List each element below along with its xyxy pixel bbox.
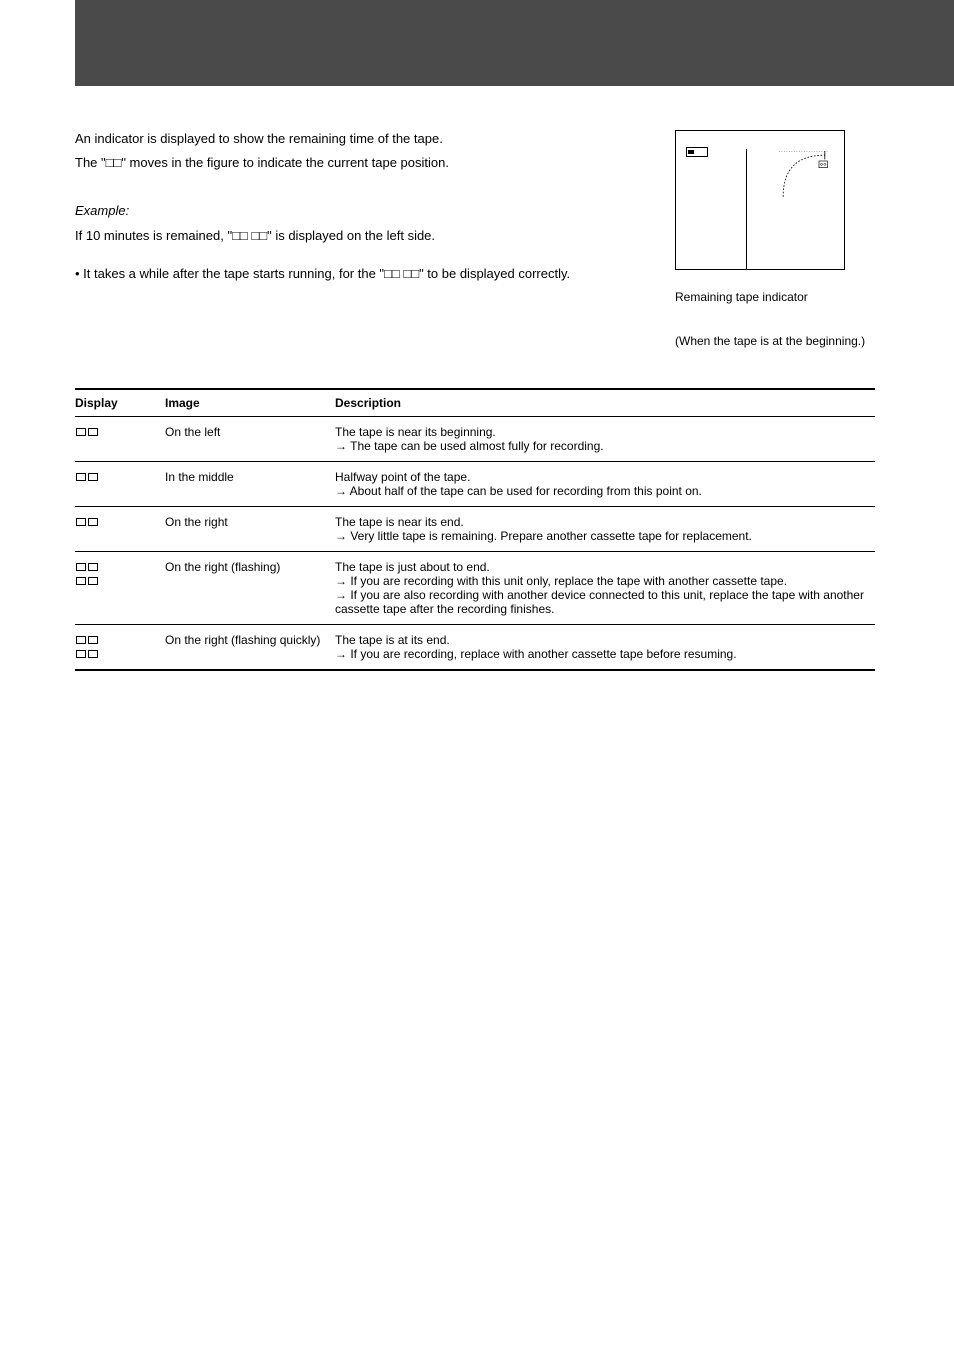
cassette-icon	[686, 147, 708, 157]
cell-display	[75, 552, 165, 625]
cell-desc: Halfway point of the tape. → About half …	[335, 462, 875, 507]
cell-display	[75, 417, 165, 462]
cell-image: On the left	[165, 417, 335, 462]
intro-note: Example:	[75, 202, 645, 220]
page-content: An indicator is displayed to show the re…	[75, 130, 875, 671]
cell-image: On the right	[165, 507, 335, 552]
cell-image: In the middle	[165, 462, 335, 507]
cell-desc: The tape is near its beginning. → The ta…	[335, 417, 875, 462]
intro-p2: The "□□" moves in the figure to indicate…	[75, 154, 645, 172]
cell-display	[75, 625, 165, 671]
divider-line	[746, 149, 747, 269]
intro-text: An indicator is displayed to show the re…	[75, 130, 645, 348]
intro-p1: An indicator is displayed to show the re…	[75, 130, 645, 148]
cell-desc: The tape is at its end. → If you are rec…	[335, 625, 875, 671]
th-display: Display	[75, 389, 165, 417]
tape-arc-icon	[774, 151, 834, 201]
cell-desc: The tape is near its end. → Very little …	[335, 507, 875, 552]
table-section: Display Image Description On the left Th…	[75, 388, 875, 671]
table-row: On the right (flashing) The tape is just…	[75, 552, 875, 625]
table-row: On the left The tape is near its beginni…	[75, 417, 875, 462]
intro-section: An indicator is displayed to show the re…	[75, 130, 875, 348]
diagram-block: Remaining tape indicator (When the tape …	[675, 130, 875, 348]
cell-image: On the right (flashing quickly)	[165, 625, 335, 671]
diagram-label-img: (When the tape is at the beginning.)	[675, 334, 875, 348]
table-header-row: Display Image Description	[75, 389, 875, 417]
cell-image: On the right (flashing)	[165, 552, 335, 625]
th-desc: Description	[335, 389, 875, 417]
table-body: On the left The tape is near its beginni…	[75, 417, 875, 671]
intro-caution: • It takes a while after the tape starts…	[75, 265, 645, 283]
th-image: Image	[165, 389, 335, 417]
diagram-label-top: Remaining tape indicator	[675, 290, 875, 304]
table-row: On the right The tape is near its end. →…	[75, 507, 875, 552]
cell-display	[75, 462, 165, 507]
table-row: In the middle Halfway point of the tape.…	[75, 462, 875, 507]
intro-example: If 10 minutes is remained, "□□ □□" is di…	[75, 227, 645, 245]
cell-display	[75, 507, 165, 552]
cell-desc: The tape is just about to end. → If you …	[335, 552, 875, 625]
remaining-tape-table: Display Image Description On the left Th…	[75, 388, 875, 671]
tape-diagram	[675, 130, 845, 270]
table-row: On the right (flashing quickly) The tape…	[75, 625, 875, 671]
header-bar	[75, 0, 954, 86]
